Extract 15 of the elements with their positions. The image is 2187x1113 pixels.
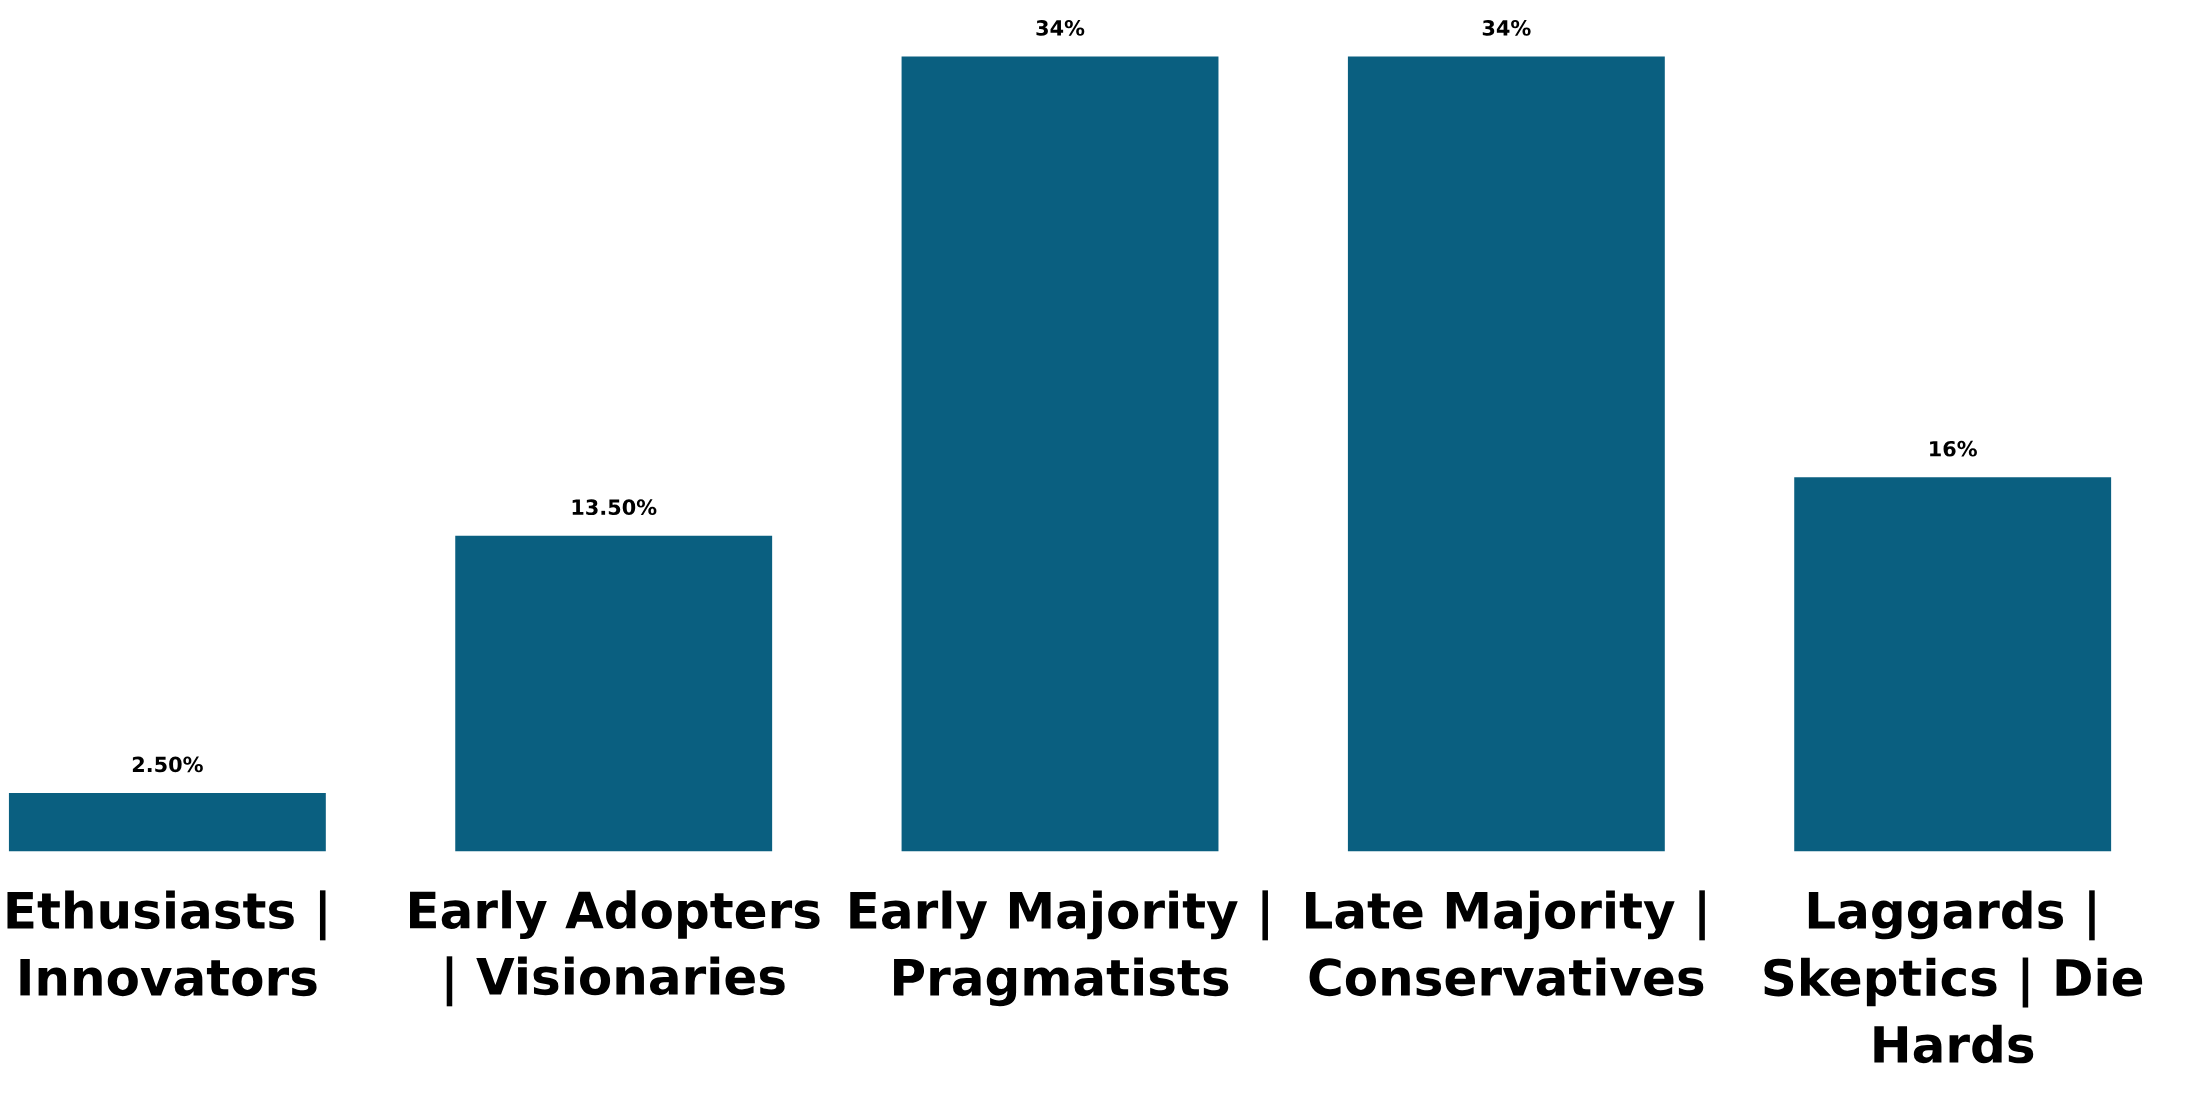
x-tick-label: Ethusiasts | Innovators: [7, 890, 326, 997]
x-tick-label: Late Majority | Conservatives: [1306, 890, 1705, 997]
data-label: 34%: [1482, 19, 1531, 36]
bar: [1347, 56, 1665, 852]
x-tick-label: Early Adopters | Visionaries: [410, 890, 820, 1007]
data-label: 13.50%: [572, 499, 657, 516]
bar: [455, 535, 773, 852]
data-label: 34%: [1036, 19, 1085, 36]
x-tick-label: Early Majority | Pragmatists: [850, 890, 1268, 1007]
bar: [8, 792, 326, 852]
data-label: 2.50%: [132, 756, 203, 773]
x-tick-label: Laggards | Skeptics | Die Hards: [1764, 890, 2143, 1064]
bar: [901, 56, 1219, 852]
bar: [1794, 477, 2112, 852]
data-label: 16%: [1930, 440, 1977, 457]
